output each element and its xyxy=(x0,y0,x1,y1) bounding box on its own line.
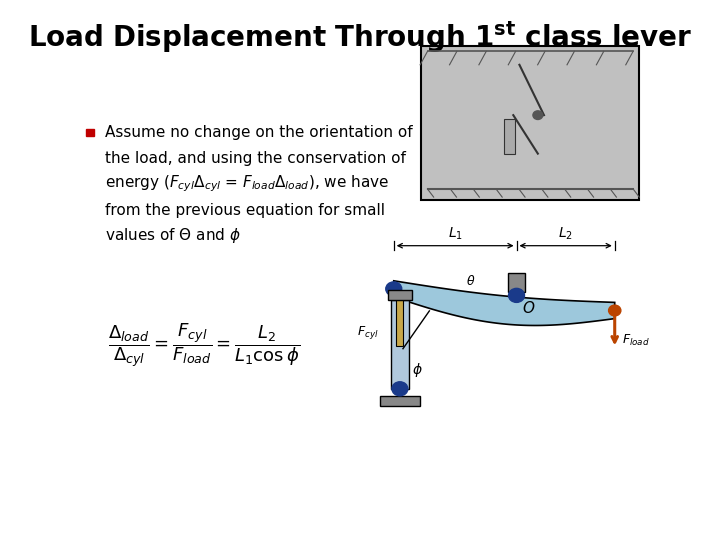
Text: $O$: $O$ xyxy=(522,300,536,316)
Text: from the previous equation for small: from the previous equation for small xyxy=(105,202,385,218)
FancyBboxPatch shape xyxy=(391,300,409,389)
Circle shape xyxy=(608,305,621,316)
FancyBboxPatch shape xyxy=(504,119,515,153)
FancyBboxPatch shape xyxy=(421,46,639,200)
Text: $L_1$: $L_1$ xyxy=(448,226,463,242)
Bar xyxy=(86,129,94,136)
Polygon shape xyxy=(394,281,615,326)
Text: values of $\Theta$ and $\phi$: values of $\Theta$ and $\phi$ xyxy=(105,226,241,246)
Text: $F_{cyl}$: $F_{cyl}$ xyxy=(357,323,379,341)
Text: energy ($F_{cyl}\Delta_{cyl}$ = $F_{load}\Delta_{load}$), we have: energy ($F_{cyl}\Delta_{cyl}$ = $F_{load… xyxy=(105,174,390,194)
Text: $\theta$: $\theta$ xyxy=(466,274,475,288)
Circle shape xyxy=(508,288,524,302)
Text: $\dfrac{\Delta_{load}}{\Delta_{cyl}} = \dfrac{F_{cyl}}{F_{load}} = \dfrac{L_2}{L: $\dfrac{\Delta_{load}}{\Delta_{cyl}} = \… xyxy=(108,322,300,369)
FancyBboxPatch shape xyxy=(387,290,412,300)
Text: $L_2$: $L_2$ xyxy=(558,226,573,242)
Text: $\phi$: $\phi$ xyxy=(412,361,423,379)
FancyBboxPatch shape xyxy=(380,396,420,406)
Text: the load, and using the conservation of: the load, and using the conservation of xyxy=(105,151,406,166)
Text: $F_{load}$: $F_{load}$ xyxy=(622,333,650,348)
Circle shape xyxy=(386,282,402,296)
Text: $\bf{Load\ Displacement\ Through\ 1^{st}\ class\ lever}$: $\bf{Load\ Displacement\ Through\ 1^{st}… xyxy=(28,20,692,56)
Text: Assume no change on the orientation of: Assume no change on the orientation of xyxy=(105,125,413,140)
Circle shape xyxy=(392,382,408,396)
FancyBboxPatch shape xyxy=(508,273,525,292)
FancyBboxPatch shape xyxy=(397,300,403,346)
Circle shape xyxy=(533,111,543,119)
